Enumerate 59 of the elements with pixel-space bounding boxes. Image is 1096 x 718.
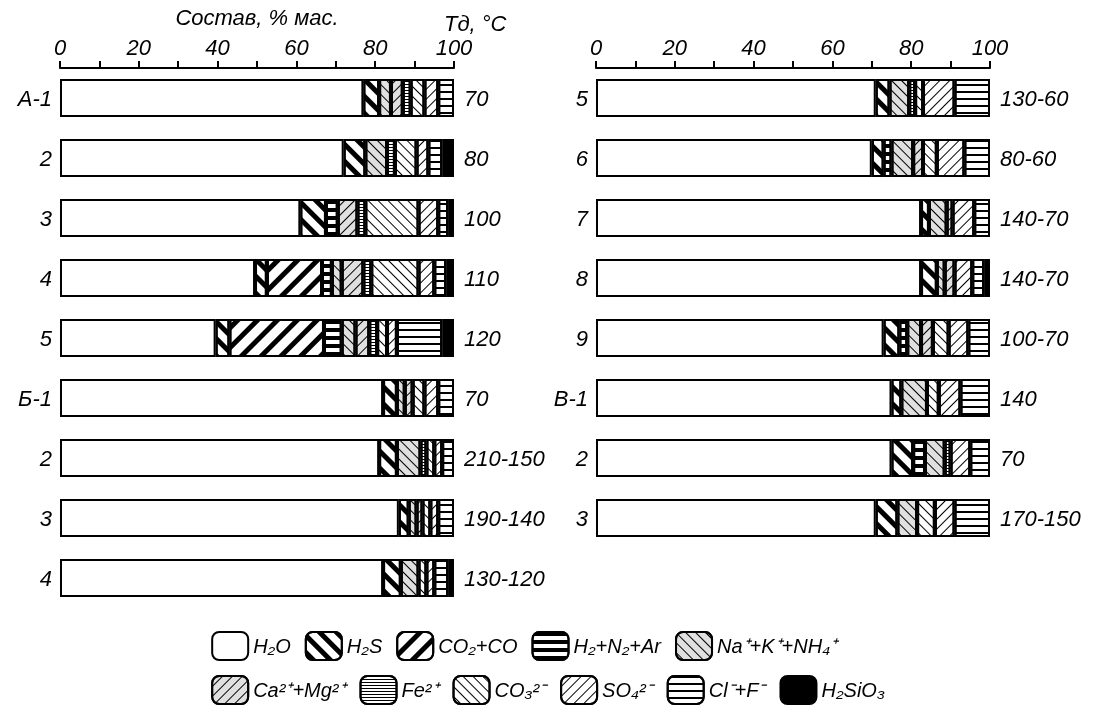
y-tick-label: 3	[39, 505, 53, 531]
y-tick-label: 2	[38, 145, 52, 171]
x-tick-label: 0	[53, 34, 67, 60]
y2-tick-label: 110	[464, 265, 500, 291]
y2-tick-label: 100	[464, 205, 502, 231]
x-tick-label: 80	[898, 34, 925, 60]
y-tick-label: 2	[38, 445, 52, 471]
y-tick-label: 5	[575, 85, 589, 111]
x-tick-label: 40	[205, 34, 231, 60]
x-tick-label: 60	[284, 34, 310, 60]
y2-tick-label: 140-70	[1000, 205, 1070, 231]
legend-label: Ca²⁺+Mg²⁺	[253, 679, 349, 701]
y2-tick-label: 130-120	[464, 565, 546, 591]
x-axis-title: Состав, % мас.	[175, 4, 339, 30]
y2-tick-label: 120	[464, 325, 502, 351]
legend-label: H₂+N₂+Ar	[573, 635, 663, 657]
y2-tick-label: 130-60	[1000, 85, 1070, 111]
y-tick-label: 8	[575, 265, 589, 291]
x-tick-label: 60	[820, 34, 846, 60]
y2-tick-label: 70	[464, 85, 490, 111]
legend-label: CO₂+CO	[438, 635, 518, 657]
y-tick-label: 3	[575, 505, 589, 531]
y-tick-label: 6	[575, 145, 589, 171]
x-tick-label: 80	[362, 34, 389, 60]
y2-tick-label: 80	[464, 145, 490, 171]
legend-label: H₂SiO₃	[821, 679, 885, 701]
legend-label: Na⁺+K⁺+NH₄⁺	[717, 635, 841, 657]
x-tick-label: 40	[741, 34, 767, 60]
y2-tick-label: 140	[1000, 385, 1038, 411]
y-tick-label: 9	[575, 325, 588, 351]
legend-label: H₂S	[346, 635, 383, 657]
y-tick-label: 7	[575, 205, 589, 231]
y-tick-label: В-1	[553, 385, 588, 411]
legend-label: Fe²⁺	[401, 679, 442, 701]
y-tick-label: 4	[39, 565, 52, 591]
y2-tick-label: 140-70	[1000, 265, 1070, 291]
legend-label: CO₃²⁻	[494, 679, 550, 701]
y2-tick-label: 100-70	[1000, 325, 1070, 351]
y2-tick-label: 190-140	[464, 505, 546, 531]
x-tick-label: 0	[589, 34, 603, 60]
x-tick-label: 100	[971, 34, 1010, 60]
x-tick-label: 20	[661, 34, 688, 60]
x-tick-label: 20	[125, 34, 152, 60]
y-tick-label: 4	[39, 265, 52, 291]
y-tick-label: 5	[39, 325, 53, 351]
y2-tick-label: 210-150	[463, 445, 546, 471]
legend-label: H₂O	[253, 635, 291, 657]
y-tick-label: 3	[39, 205, 53, 231]
y2-tick-label: 70	[464, 385, 490, 411]
y2-axis-title: Тд, °C	[444, 10, 507, 36]
y-tick-label: 2	[574, 445, 588, 471]
legend-label: SO₄²⁻	[602, 679, 656, 701]
legend-label: Cl⁻+F⁻	[708, 679, 769, 701]
y2-tick-label: 70	[1000, 445, 1026, 471]
y2-tick-label: 170-150	[1000, 505, 1082, 531]
x-tick-label: 100	[435, 34, 474, 60]
y-tick-label: А-1	[15, 85, 52, 111]
y-tick-label: Б-1	[18, 385, 52, 411]
y2-tick-label: 80-60	[1000, 145, 1058, 171]
